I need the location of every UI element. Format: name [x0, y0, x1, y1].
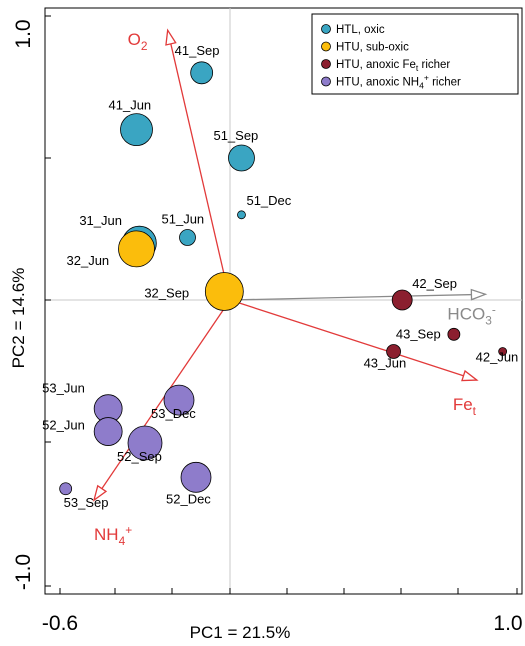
legend: HTL, oxic HTU, sub-oxic HTU, anoxic Fet ri…: [311, 13, 519, 95]
point-43_Jun: [386, 344, 401, 359]
y-tick-label: -1.0: [12, 554, 35, 590]
point-42_Sep: [391, 289, 413, 311]
point-label-43_Sep: 43_Sep: [396, 326, 441, 341]
legend-marker: [321, 24, 331, 34]
vector-nh4: [93, 299, 231, 501]
point-32_Sep: [204, 272, 244, 311]
point-label-53_Sep: 53_Sep: [64, 495, 109, 510]
point-label-51_Jun: 51_Jun: [162, 212, 205, 227]
loading-vectors: O2 HCO3- Fet NH4+: [92, 28, 496, 548]
point-51_Dec: [237, 210, 246, 220]
point-label-41_Jun: 41_Jun: [109, 98, 152, 113]
point-51_Sep: [228, 144, 255, 172]
axes: -0.6 1.0 1.0 -1.0 PC1 = 21.5% PC2 = 14.6%: [9, 8, 523, 642]
x-tick-label: 1.0: [493, 612, 522, 635]
point-label-32_Sep: 32_Sep: [144, 285, 189, 300]
x-axis-title: PC1 = 21.5%: [190, 623, 291, 642]
legend-marker: [321, 76, 331, 87]
point-label-42_Sep: 42_Sep: [412, 276, 457, 291]
point-label-51_Sep: 51_Sep: [213, 128, 258, 143]
y-axis-title: PC2 = 14.6%: [9, 268, 28, 369]
legend-entry: HTU, anoxic NH4+ richer: [336, 73, 461, 91]
x-tick-label: -0.6: [42, 612, 78, 635]
point-label-43_Jun: 43_Jun: [364, 355, 407, 370]
vector-arrowhead-hco3: [470, 288, 488, 301]
vector-label-fet: Fet: [453, 395, 477, 418]
point-52_Dec: [180, 461, 212, 493]
point-label-32_Jun: 32_Jun: [67, 253, 110, 268]
point-41_Jun: [120, 113, 153, 147]
vector-arrowhead-o2: [165, 28, 177, 46]
vector-fet: [229, 299, 478, 381]
point-label-53_Dec: 53_Dec: [151, 406, 196, 421]
point-label-42_Jun: 42_Jun: [476, 349, 519, 364]
point-42_Jun: [498, 347, 508, 356]
plot-border: [44, 7, 523, 595]
vector-label-hco3: HCO3-: [447, 302, 495, 327]
point-41_Sep: [190, 61, 214, 85]
y-tick-label: 1.0: [12, 19, 35, 48]
legend-marker: [321, 59, 331, 69]
point-51_Jun: [179, 229, 196, 246]
legend-box: [311, 13, 519, 95]
plot-frame: [44, 7, 523, 595]
legend-marker: [321, 41, 331, 52]
point-52_Jun: [93, 417, 123, 446]
point-label-52_Jun: 52_Jun: [42, 418, 85, 433]
point-label-41_Sep: 41_Sep: [175, 43, 220, 58]
point-53_Sep: [59, 482, 73, 496]
score-points: 41_Sep 41_Jun 51_Sep 51_Dec 31_Jun 51_Jun 32_J…: [42, 43, 518, 510]
legend-entry: HTU, anoxic Fet richer: [336, 59, 450, 73]
vector-hco3: [229, 293, 486, 301]
vector-label-o2: O2: [128, 30, 148, 53]
vector-arrowhead-fet: [461, 369, 479, 382]
point-label-51_Dec: 51_Dec: [246, 193, 291, 208]
point-43_Sep: [447, 327, 461, 341]
vector-arrowhead-nh4: [92, 484, 108, 502]
point-52_Sep: [127, 425, 163, 461]
point-label-31_Jun: 31_Jun: [79, 213, 122, 228]
legend-entry: HTU, sub-oxic: [336, 42, 409, 54]
point-label-53_Jun: 53_Jun: [42, 381, 85, 396]
point-label-52_Sep: 52_Sep: [117, 449, 162, 464]
vector-o2: [167, 30, 231, 301]
legend-entry: HTL, oxic: [336, 24, 385, 36]
point-label-52_Dec: 52_Dec: [166, 491, 211, 506]
point-53_Dec: [163, 384, 195, 416]
vector-label-nh4: NH4+: [94, 523, 132, 548]
point-32_Jun: [118, 230, 155, 268]
